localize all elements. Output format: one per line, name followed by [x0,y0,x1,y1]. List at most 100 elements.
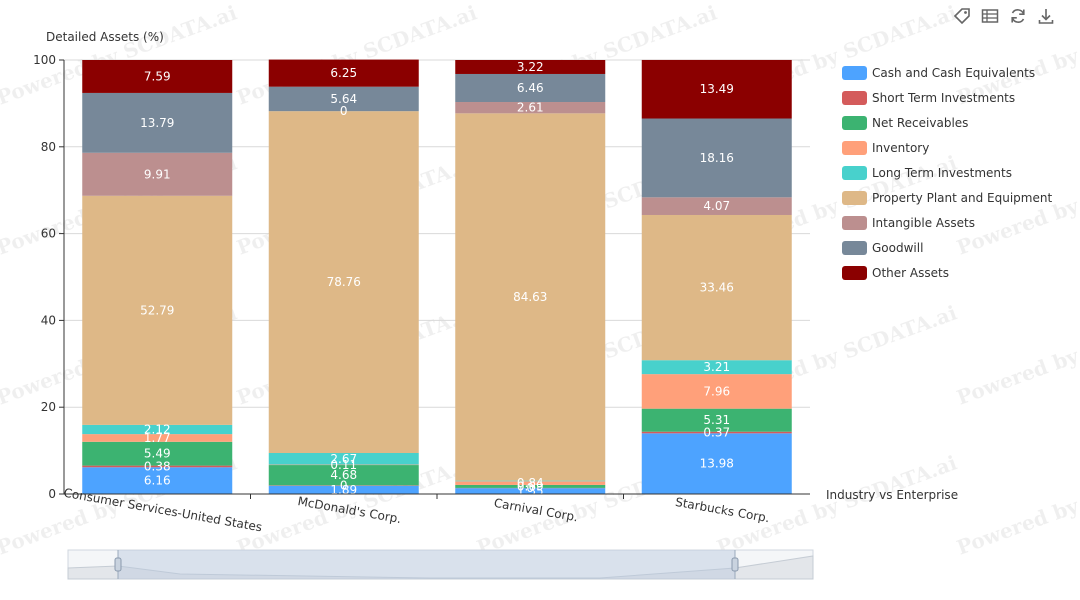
legend-swatch[interactable] [842,191,867,205]
bar-segment[interactable] [268,485,419,494]
bar-segment[interactable] [455,480,606,482]
data-label: 4.68 [330,468,357,482]
y-tick-label: 80 [41,140,56,154]
data-label: 0.69 [517,479,544,493]
refresh-icon[interactable] [1008,6,1028,26]
data-label: 13.98 [700,457,734,471]
bar-segment[interactable] [82,441,233,466]
bar-segment[interactable] [268,465,419,486]
data-label: 0 [340,104,348,118]
bar-segment[interactable] [455,60,606,74]
bar-segment[interactable] [82,60,233,93]
legend-item-label[interactable]: Cash and Cash Equivalents [872,66,1035,80]
y-tick-label: 20 [41,400,56,414]
bar-segment[interactable] [641,214,792,361]
legend-item-label[interactable]: Net Receivables [872,116,968,130]
data-label: 3.21 [703,360,730,374]
chart-toolbar [952,6,1056,26]
bar-segment[interactable] [82,92,233,153]
legend-swatch[interactable] [842,116,867,130]
bar-segment[interactable] [641,118,792,198]
legend-item-label[interactable]: Inventory [872,141,929,155]
data-label: 7.59 [144,69,171,83]
bar-segment[interactable] [268,86,419,112]
legend-item-label[interactable]: Property Plant and Equipment [872,191,1052,205]
zoom-preview-area [67,555,814,580]
legend-swatch[interactable] [842,66,867,80]
table-icon[interactable] [980,6,1000,26]
legend-swatch[interactable] [842,91,867,105]
bar-segment[interactable] [455,488,606,494]
data-label: 1.89 [330,483,357,497]
bar-segment[interactable] [455,73,606,103]
y-axis-title: Detailed Assets (%) [46,30,164,44]
watermark-text: Powered by SCDATA.ai [954,300,1080,409]
y-tick-label: 100 [33,53,56,67]
legend-swatch[interactable] [842,266,867,280]
data-label: 0.38 [144,459,171,473]
bar-segment[interactable] [82,465,233,468]
data-label: 7.96 [703,384,730,398]
bar-segment[interactable] [641,360,792,375]
data-label: 5.49 [144,447,171,461]
y-tick-label: 40 [41,313,56,327]
y-tick-label: 0 [48,487,56,501]
legend-item-label[interactable]: Long Term Investments [872,166,1012,180]
legend-swatch[interactable] [842,166,867,180]
x-tick-label: Starbucks Corp. [674,495,771,525]
data-label: 6.16 [144,474,171,488]
data-label: 2.61 [517,101,544,115]
bar-segment[interactable] [268,111,419,453]
bar-segment[interactable] [82,467,233,494]
data-label: 0.11 [330,458,357,472]
bar-segment[interactable] [82,434,233,442]
data-label: 6.46 [517,81,544,95]
bar-layer [82,59,792,494]
bar-segment[interactable] [455,113,606,481]
legend-item-label[interactable]: Short Term Investments [872,91,1015,105]
data-label: 1.77 [144,431,171,445]
bar-segment[interactable] [455,102,606,114]
data-label: 5.64 [330,92,357,106]
legend-swatch[interactable] [842,216,867,230]
data-zoom-slider[interactable] [67,549,814,580]
legend: Cash and Cash Equivalents Short Term Inve… [842,66,1052,280]
legend-item-label[interactable]: Other Assets [872,266,949,280]
tag-icon[interactable] [952,6,972,26]
legend-swatch[interactable] [842,241,867,255]
bar-segment[interactable] [641,408,792,432]
watermark-text: Powered by SCDATA.ai [954,450,1080,559]
legend-item-label[interactable]: Intangible Assets [872,216,975,230]
data-label: 4.07 [703,199,730,213]
data-label: 13.79 [140,116,174,130]
data-label: 0 [340,479,348,493]
data-label: 3.22 [517,60,544,74]
zoom-handle[interactable] [114,557,122,572]
bar-segment[interactable] [455,484,606,488]
data-label: 0 [526,481,534,495]
data-label: 52.79 [140,303,174,317]
legend-item-label[interactable]: Goodwill [872,241,923,255]
data-label-layer: 6.160.385.49 1.772.12 52.79 9.91 13.79 7.59 1.… [140,60,734,498]
legend-swatch[interactable] [842,141,867,155]
bar-segment[interactable] [641,431,792,434]
bar-segment[interactable] [82,424,233,435]
data-label: 0.84 [517,476,544,490]
data-label: 13.49 [700,82,734,96]
bar-segment[interactable] [268,59,419,87]
zoom-selection[interactable] [118,550,735,579]
data-label: 84.63 [513,290,547,304]
bar-segment[interactable] [641,433,792,494]
bar-segment[interactable] [641,197,792,215]
download-icon[interactable] [1036,6,1056,26]
bar-segment[interactable] [82,152,233,196]
bar-segment[interactable] [641,374,792,409]
bar-segment[interactable] [268,452,419,465]
data-label: 18.16 [700,151,734,165]
bar-segment[interactable] [82,195,233,425]
bar-segment[interactable] [641,59,792,119]
zoom-handle[interactable] [731,557,739,572]
y-tick-label: 60 [41,227,56,241]
bar-segment[interactable] [455,481,606,485]
